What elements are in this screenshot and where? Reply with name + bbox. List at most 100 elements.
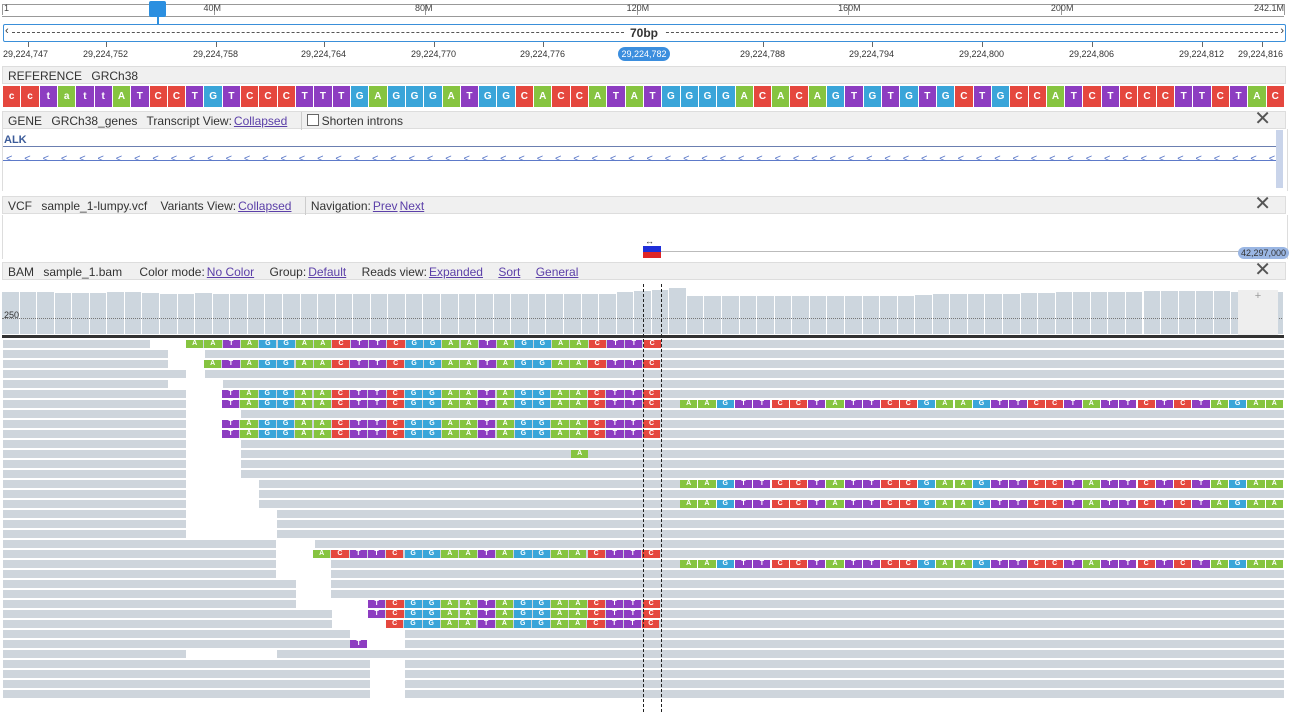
read-segment[interactable] (369, 600, 1284, 608)
coverage-bar[interactable] (107, 292, 124, 334)
chromosome-line[interactable] (2, 4, 1284, 17)
read-segment[interactable] (3, 620, 332, 628)
coverage-bar[interactable] (230, 294, 247, 334)
coverage-bar[interactable] (124, 292, 142, 334)
nav-next-link[interactable]: Next (399, 199, 425, 213)
read-segment[interactable] (405, 660, 1284, 668)
coverage-bar[interactable] (985, 294, 1002, 334)
coverage-bar[interactable] (1055, 292, 1073, 334)
coverage-bar[interactable] (72, 293, 89, 334)
read-segment[interactable] (223, 380, 1284, 388)
read-segment[interactable] (3, 590, 296, 598)
coverage-bar[interactable] (142, 293, 160, 334)
coverage-bar[interactable] (634, 291, 651, 334)
gene-strand-line[interactable] (3, 160, 1279, 161)
read-segment[interactable] (241, 410, 1284, 418)
read-segment[interactable] (3, 490, 186, 498)
read-segment[interactable] (3, 510, 186, 518)
coverage-bar[interactable] (862, 296, 880, 334)
coverage-bar[interactable] (195, 293, 212, 334)
coverage-bar[interactable] (1003, 294, 1020, 334)
variant-top[interactable] (643, 246, 661, 252)
coverage-bar[interactable] (89, 293, 107, 334)
read-segment[interactable] (405, 670, 1284, 678)
coverage-bar[interactable] (1161, 291, 1178, 334)
read-segment[interactable] (331, 590, 1284, 598)
coverage-bar[interactable] (388, 294, 405, 334)
coverage-bar[interactable] (511, 294, 528, 334)
coverage-bar[interactable] (915, 295, 932, 334)
read-segment[interactable] (405, 680, 1284, 688)
coverage-bar[interactable] (599, 294, 616, 334)
read-segment[interactable] (277, 530, 1284, 538)
read-segment[interactable] (3, 540, 276, 548)
read-segment[interactable] (3, 680, 370, 688)
coverage-bar[interactable] (1213, 291, 1231, 334)
coverage-bar[interactable] (546, 294, 563, 334)
coverage-bar[interactable] (897, 296, 915, 334)
read-segment[interactable] (315, 540, 1284, 548)
coverage-bar[interactable] (160, 294, 177, 334)
coverage-bar[interactable] (1108, 292, 1125, 334)
coverage-bar[interactable] (1090, 292, 1108, 334)
read-segment[interactable] (241, 450, 1284, 458)
vcf-close-icon[interactable]: ✕ (1254, 193, 1271, 215)
read-segment[interactable] (3, 440, 186, 448)
coverage-bar[interactable] (265, 294, 282, 334)
read-segment[interactable] (3, 530, 186, 538)
coverage-bar[interactable] (792, 296, 809, 334)
read-segment[interactable] (3, 430, 186, 438)
coverage-bar[interactable] (1143, 291, 1161, 334)
coverage-bar[interactable] (739, 296, 757, 334)
read-segment[interactable] (259, 480, 680, 488)
coverage-bar[interactable] (441, 294, 458, 334)
coverage-bar[interactable] (458, 294, 476, 334)
read-segment[interactable] (3, 640, 350, 648)
nav-prev-link[interactable]: Prev (372, 199, 398, 213)
read-segment[interactable] (3, 410, 186, 418)
read-segment[interactable] (223, 420, 1284, 428)
coverage-bar[interactable] (2, 292, 19, 334)
read-segment[interactable] (3, 360, 168, 368)
read-segment[interactable] (387, 620, 1284, 628)
read-segment[interactable] (331, 570, 1284, 578)
coverage-bar[interactable] (686, 296, 704, 334)
read-segment[interactable] (315, 550, 1284, 558)
shorten-introns-control[interactable]: Shorten introns (300, 112, 409, 130)
coverage-track[interactable] (2, 282, 1284, 334)
read-segment[interactable] (331, 560, 680, 568)
coverage-bar[interactable] (54, 293, 72, 334)
coverage-bar[interactable] (318, 294, 335, 334)
coverage-bar[interactable] (774, 296, 792, 334)
coverage-bar[interactable] (405, 294, 423, 334)
group-link[interactable]: Default (308, 265, 347, 279)
general-link[interactable]: General (535, 265, 579, 279)
read-segment[interactable] (205, 350, 1284, 358)
coverage-bar[interactable] (353, 294, 370, 334)
read-segment[interactable] (405, 630, 1284, 638)
coverage-bar[interactable] (967, 294, 985, 334)
coverage-bar[interactable] (1073, 292, 1090, 334)
chromosome-position-marker[interactable] (149, 1, 166, 17)
coverage-bar[interactable] (247, 294, 265, 334)
coverage-bar[interactable] (37, 292, 54, 334)
coverage-bar[interactable] (1196, 291, 1213, 334)
gene-close-icon[interactable]: ✕ (1254, 108, 1271, 130)
coverage-bar[interactable] (423, 294, 441, 334)
coverage-bar[interactable] (809, 296, 827, 334)
read-segment[interactable] (3, 520, 186, 528)
read-segment[interactable] (241, 440, 1284, 448)
coverage-bar[interactable] (844, 296, 862, 334)
coverage-bar[interactable] (493, 294, 511, 334)
bam-close-icon[interactable]: ✕ (1254, 259, 1271, 281)
read-segment[interactable] (188, 340, 1284, 348)
read-segment[interactable] (223, 430, 1284, 438)
read-segment[interactable] (3, 480, 186, 488)
read-segment[interactable] (3, 380, 168, 388)
read-segment[interactable] (331, 580, 1284, 588)
read-segment[interactable] (3, 560, 276, 568)
sort-link[interactable]: Sort (498, 265, 521, 279)
read-segment[interactable] (3, 600, 296, 608)
coverage-bar[interactable] (370, 294, 388, 334)
read-segment[interactable] (405, 690, 1284, 698)
